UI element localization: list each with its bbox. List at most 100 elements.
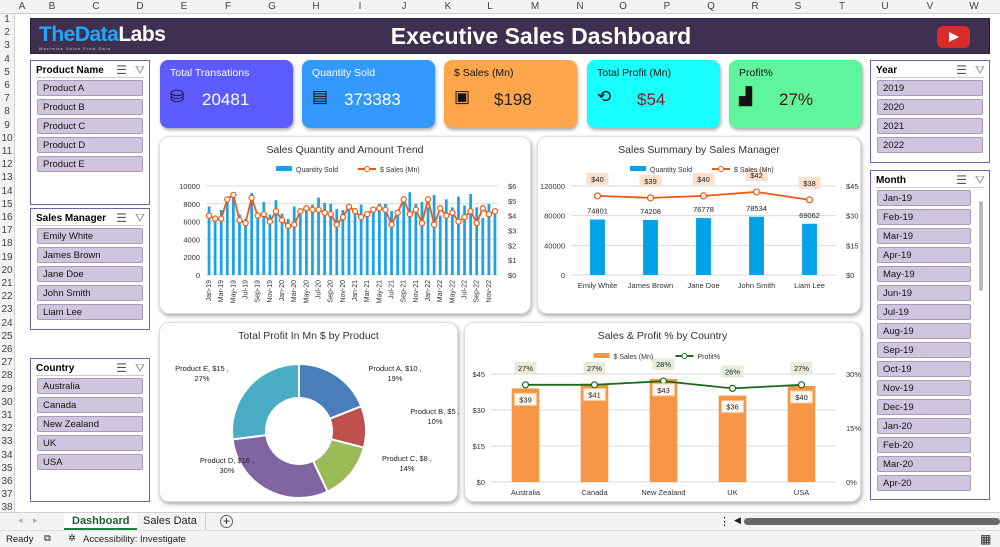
clear-filter-icon[interactable]: ⛛ bbox=[134, 211, 145, 225]
year-slicer-item[interactable]: 2021 bbox=[877, 118, 983, 134]
month-slicer-item[interactable]: Jan-20 bbox=[877, 418, 971, 434]
column-header[interactable]: L bbox=[487, 1, 493, 12]
column-header[interactable]: C bbox=[92, 1, 100, 12]
more-options-icon[interactable]: ⋮ bbox=[719, 516, 730, 528]
sales-manager-slicer-item[interactable]: John Smith bbox=[37, 285, 143, 301]
column-header[interactable]: R bbox=[751, 1, 759, 12]
row-header[interactable]: 12 bbox=[1, 159, 13, 171]
row-header[interactable]: 24 bbox=[1, 317, 13, 329]
column-header[interactable]: V bbox=[926, 1, 934, 12]
accessibility-status[interactable]: Accessibility: Investigate bbox=[83, 534, 186, 545]
row-header[interactable]: 32 bbox=[1, 423, 13, 435]
month-slicer-scrollbar[interactable] bbox=[979, 201, 983, 291]
country-slicer-item[interactable]: USA bbox=[37, 454, 143, 470]
row-header[interactable]: 2 bbox=[4, 27, 10, 39]
column-header[interactable]: P bbox=[663, 1, 671, 12]
row-header[interactable]: 34 bbox=[1, 449, 13, 461]
row-header[interactable]: 28 bbox=[1, 370, 13, 382]
month-slicer-item[interactable]: Feb-19 bbox=[877, 209, 971, 225]
normal-view-icon[interactable]: ▦ bbox=[980, 532, 992, 546]
multi-select-icon[interactable]: ☰ bbox=[956, 173, 967, 187]
sales-manager-slicer-item[interactable]: James Brown bbox=[37, 247, 143, 263]
clear-filter-icon[interactable]: ⛛ bbox=[974, 173, 985, 187]
tab-dashboard[interactable]: Dashboard bbox=[64, 513, 138, 530]
row-header[interactable]: 26 bbox=[1, 344, 13, 355]
multi-select-icon[interactable]: ☰ bbox=[116, 211, 127, 225]
month-slicer-item[interactable]: May-19 bbox=[877, 266, 971, 282]
row-header[interactable]: 19 bbox=[1, 251, 13, 263]
horizontal-scrollbar[interactable] bbox=[744, 518, 1000, 525]
column-header[interactable]: S bbox=[794, 1, 802, 12]
column-header[interactable]: M bbox=[530, 1, 540, 12]
country-slicer-item[interactable]: Australia bbox=[37, 378, 143, 394]
youtube-play-icon[interactable] bbox=[937, 26, 970, 48]
row-header[interactable]: 11 bbox=[1, 146, 13, 157]
column-header[interactable]: A bbox=[18, 1, 26, 12]
row-header[interactable]: 5 bbox=[4, 66, 10, 78]
column-header[interactable]: I bbox=[358, 1, 362, 12]
month-slicer-item[interactable]: Feb-20 bbox=[877, 437, 971, 453]
row-header[interactable]: 6 bbox=[4, 80, 10, 91]
country-slicer-item[interactable]: UK bbox=[37, 435, 143, 451]
column-header[interactable]: W bbox=[969, 1, 979, 12]
multi-select-icon[interactable]: ☰ bbox=[956, 63, 967, 77]
multi-select-icon[interactable]: ☰ bbox=[116, 361, 127, 375]
row-header[interactable]: 23 bbox=[1, 304, 13, 316]
clear-filter-icon[interactable]: ⛛ bbox=[134, 63, 145, 77]
month-slicer-item[interactable]: Aug-19 bbox=[877, 323, 971, 339]
tab-scroll-left-icon[interactable]: ◂ bbox=[18, 515, 23, 525]
country-slicer-item[interactable]: New Zealand bbox=[37, 416, 143, 432]
row-header[interactable]: 21 bbox=[1, 278, 13, 289]
row-header[interactable]: 17 bbox=[1, 225, 13, 237]
sales-manager-slicer-item[interactable]: Liam Lee bbox=[37, 304, 143, 320]
row-header[interactable]: 8 bbox=[4, 106, 10, 118]
month-slicer-item[interactable]: Jul-19 bbox=[877, 304, 971, 320]
row-header[interactable]: 25 bbox=[1, 330, 13, 342]
product-name-slicer-item[interactable]: Product D bbox=[37, 137, 143, 153]
row-header[interactable]: 13 bbox=[1, 172, 13, 184]
product-name-slicer-item[interactable]: Product A bbox=[37, 80, 143, 96]
row-header[interactable]: 10 bbox=[1, 132, 13, 144]
product-name-slicer-item[interactable]: Product E bbox=[37, 156, 143, 172]
row-header[interactable]: 22 bbox=[1, 291, 13, 303]
year-slicer-item[interactable]: 2022 bbox=[877, 137, 983, 153]
month-slicer-item[interactable]: Apr-19 bbox=[877, 247, 971, 263]
row-header[interactable]: 35 bbox=[1, 462, 13, 474]
column-header[interactable]: K bbox=[444, 1, 452, 12]
row-header[interactable]: 9 bbox=[4, 119, 10, 131]
multi-select-icon[interactable]: ☰ bbox=[116, 63, 127, 77]
row-header[interactable]: 14 bbox=[1, 185, 13, 197]
row-header[interactable]: 18 bbox=[1, 238, 13, 250]
add-sheet-button[interactable]: + bbox=[220, 515, 233, 528]
sales-manager-slicer-item[interactable]: Emily White bbox=[37, 228, 143, 244]
row-header[interactable]: 36 bbox=[1, 476, 13, 487]
column-header[interactable]: U bbox=[881, 1, 889, 12]
row-header[interactable]: 30 bbox=[1, 396, 13, 408]
month-slicer-item[interactable]: Apr-20 bbox=[877, 475, 971, 491]
year-slicer-item[interactable]: 2020 bbox=[877, 99, 983, 115]
column-header[interactable]: J bbox=[401, 1, 407, 12]
country-slicer-item[interactable]: Canada bbox=[37, 397, 143, 413]
row-header[interactable]: 29 bbox=[1, 383, 13, 395]
column-header[interactable]: H bbox=[312, 1, 320, 12]
month-slicer-item[interactable]: Sep-19 bbox=[877, 342, 971, 358]
column-header[interactable]: B bbox=[48, 1, 56, 12]
column-header[interactable]: F bbox=[224, 1, 232, 12]
sales-manager-slicer-item[interactable]: Jane Doe bbox=[37, 266, 143, 282]
column-header[interactable]: E bbox=[180, 1, 188, 12]
column-header[interactable]: G bbox=[268, 1, 276, 12]
row-header[interactable]: 1 bbox=[4, 14, 10, 25]
month-slicer-item[interactable]: Mar-19 bbox=[877, 228, 971, 244]
tab-scroll-right-icon[interactable]: ▸ bbox=[33, 515, 38, 525]
row-header[interactable]: 38 bbox=[1, 502, 13, 514]
row-header[interactable]: 7 bbox=[4, 93, 10, 105]
column-header[interactable]: T bbox=[838, 1, 846, 12]
month-slicer-item[interactable]: Nov-19 bbox=[877, 380, 971, 396]
product-name-slicer-item[interactable]: Product C bbox=[37, 118, 143, 134]
row-header[interactable]: 20 bbox=[1, 264, 13, 276]
month-slicer-item[interactable]: Jun-19 bbox=[877, 285, 971, 301]
row-header[interactable]: 33 bbox=[1, 436, 13, 448]
year-slicer-item[interactable]: 2019 bbox=[877, 80, 983, 96]
column-header[interactable]: Q bbox=[707, 1, 715, 12]
row-header[interactable]: 4 bbox=[4, 53, 10, 65]
